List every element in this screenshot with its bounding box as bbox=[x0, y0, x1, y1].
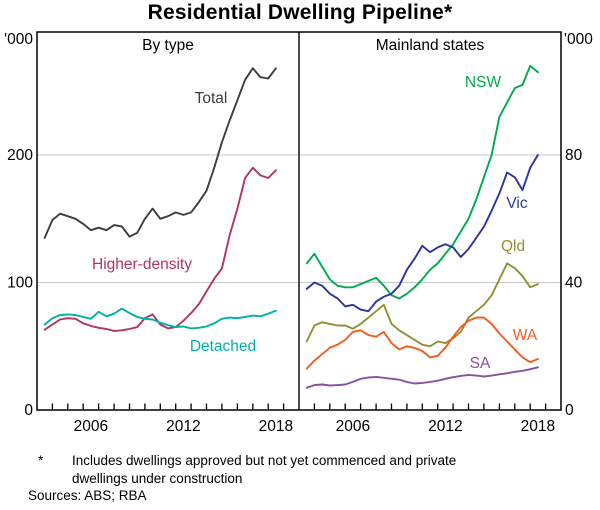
footnote-line2: dwellings under construction bbox=[72, 470, 243, 486]
series-lines bbox=[43, 64, 539, 389]
series-label-detached: Detached bbox=[190, 338, 256, 355]
chart-title: Residential Dwelling Pipeline* bbox=[147, 1, 453, 24]
series-label-nsw: NSW bbox=[465, 74, 502, 91]
series-label-higher-density: Higher-density bbox=[92, 256, 192, 273]
series-label-vic: Vic bbox=[506, 195, 528, 212]
series-label-total: Total bbox=[195, 90, 228, 107]
x-tick-label: 2006 bbox=[336, 418, 370, 435]
y-tick-label: 0 bbox=[565, 402, 574, 419]
y-tick-label: 80 bbox=[565, 147, 583, 164]
x-tick-label: 2012 bbox=[166, 418, 200, 435]
footnote: Includes dwellings approved but not yet … bbox=[72, 452, 456, 487]
gridlines bbox=[37, 154, 561, 284]
axis-unit-label: '000 bbox=[564, 31, 593, 48]
x-tick-label: 2018 bbox=[521, 418, 555, 435]
series-line-detached bbox=[43, 307, 277, 330]
series-line-qld bbox=[305, 262, 539, 348]
chart-text: Total Higher-density Detached 0 100 200 '000 By… bbox=[4, 31, 593, 435]
series-line-vic bbox=[305, 154, 539, 313]
y-tick-label: 40 bbox=[565, 275, 583, 292]
series-line-sa bbox=[305, 366, 539, 389]
series-label-wa: WA bbox=[513, 327, 538, 344]
panel-title-by-type: By type bbox=[142, 37, 194, 54]
series-line-total bbox=[43, 67, 277, 239]
series-line-higher-density bbox=[43, 166, 277, 332]
series-line-wa bbox=[305, 316, 539, 370]
series-label-qld: Qld bbox=[501, 238, 525, 255]
footnote-marker: * bbox=[38, 453, 44, 468]
sources-note: Sources: ABS; RBA bbox=[28, 488, 147, 503]
series-line-nsw bbox=[305, 64, 539, 300]
footnote-line1: Includes dwellings approved but not yet … bbox=[72, 453, 457, 468]
x-tick-label: 2012 bbox=[428, 418, 462, 435]
axis-unit-label: '000 bbox=[4, 31, 33, 48]
x-tick-label: 2018 bbox=[259, 418, 293, 435]
axes bbox=[36, 31, 562, 411]
y-tick-label: 0 bbox=[24, 402, 33, 419]
dual-panel-line-chart: Total Higher-density Detached 0 100 200 '000 By… bbox=[4, 31, 593, 435]
series-label-sa: SA bbox=[470, 355, 491, 372]
y-tick-label: 200 bbox=[7, 147, 33, 164]
x-tick-label: 2006 bbox=[74, 418, 108, 435]
y-tick-label: 100 bbox=[7, 275, 33, 292]
panel-title-mainland-states: Mainland states bbox=[376, 37, 485, 54]
